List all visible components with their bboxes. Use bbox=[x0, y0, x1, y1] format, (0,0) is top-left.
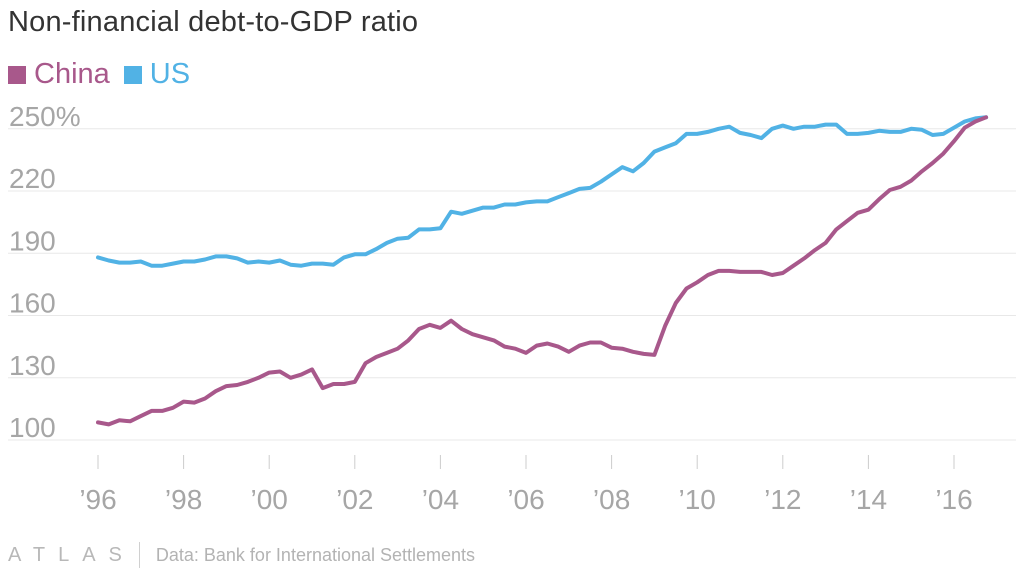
x-tick-label: ’06 bbox=[507, 484, 544, 515]
x-tick-label: ’04 bbox=[422, 484, 459, 515]
series-line-us bbox=[96, 115, 989, 268]
chart-title: Non-financial debt-to-GDP ratio bbox=[8, 6, 419, 38]
x-tick-label: ’98 bbox=[165, 484, 202, 515]
x-tick-label: ’16 bbox=[935, 484, 972, 515]
y-tick-label: 250% bbox=[9, 101, 81, 132]
x-axis-ticks: ’96 ’98 ’00 ’02 ’04 ’06 ’08 ’10 ’12 ’14 ’16 bbox=[79, 455, 973, 515]
legend-label-china: China bbox=[34, 58, 110, 90]
x-tick-label: ’12 bbox=[764, 484, 801, 515]
y-tick-label: 130 bbox=[9, 350, 56, 381]
series-lines bbox=[96, 115, 989, 427]
source-note: Data: Bank for International Settlements bbox=[155, 544, 476, 565]
series-line-china bbox=[96, 115, 989, 427]
footer-divider bbox=[138, 542, 140, 568]
y-tick-label: 190 bbox=[9, 225, 56, 256]
legend-swatch-china bbox=[8, 65, 26, 84]
x-tick-label: ’02 bbox=[336, 484, 373, 515]
legend: China US bbox=[8, 58, 204, 91]
y-tick-label: 220 bbox=[9, 163, 56, 194]
x-tick-label: ’14 bbox=[850, 484, 887, 515]
x-tick-label: ’96 bbox=[79, 484, 116, 515]
y-tick-label: 100 bbox=[9, 412, 56, 443]
footer: ATLAS Data: Bank for International Settl… bbox=[8, 542, 475, 568]
brand-logo: ATLAS bbox=[8, 543, 135, 566]
legend-label-us: US bbox=[149, 58, 191, 90]
x-tick-label: ’10 bbox=[679, 484, 716, 515]
legend-swatch-us bbox=[123, 65, 142, 84]
y-tick-label: 160 bbox=[9, 288, 56, 319]
legend-item-china: China bbox=[8, 58, 110, 91]
x-tick-label: ’00 bbox=[251, 484, 288, 515]
y-axis-ticks: 250% 220 190 160 130 100 bbox=[9, 101, 81, 443]
legend-item-us: US bbox=[123, 58, 191, 91]
gridlines bbox=[8, 128, 1016, 441]
x-tick-label: ’08 bbox=[593, 484, 630, 515]
